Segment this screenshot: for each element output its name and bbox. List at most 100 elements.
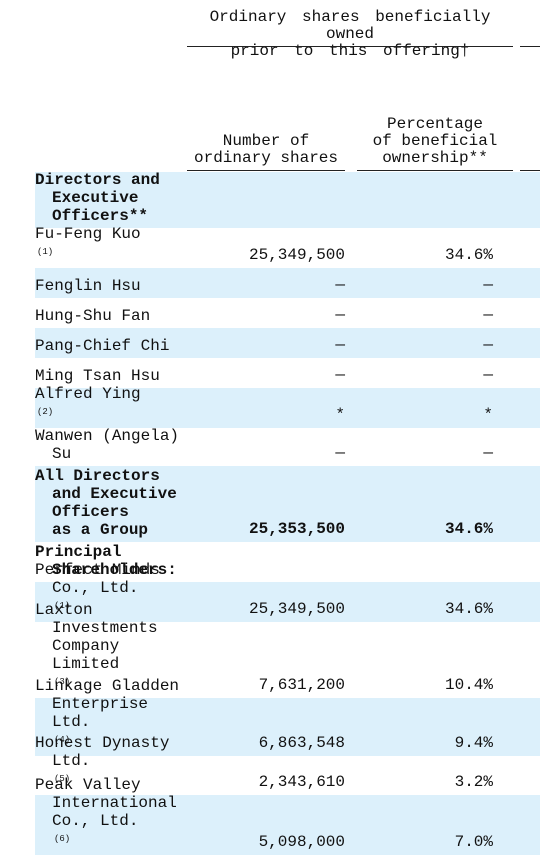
shares-cell: *	[335, 406, 345, 424]
footnote-ref: (4)	[54, 735, 71, 745]
label-line: Directors and	[35, 171, 195, 189]
label-text: as a Group	[52, 521, 149, 539]
footnote-ref: (2)	[37, 407, 54, 417]
label-text: All Directors	[35, 467, 160, 485]
label-line: Company	[35, 637, 195, 655]
label-line: Executive	[35, 189, 195, 207]
label-line: Perfect Minds	[35, 561, 195, 579]
label-line: as a Group	[35, 521, 195, 539]
label-line: Alfred Ying (2)	[35, 385, 195, 425]
row-label: Linkage Gladden Enterprise Ltd. (4)	[35, 677, 195, 753]
row-label: Directors and Executive Officers**	[35, 171, 195, 225]
label-line: Investments	[35, 619, 195, 637]
label-text: Peak Valley	[35, 776, 141, 794]
percent-cell: *	[483, 406, 493, 424]
column-header: Number of ordinary shares	[187, 133, 345, 167]
label-line: Enterprise	[35, 695, 195, 713]
shares-cell: 7,631,200	[258, 676, 345, 694]
shares-cell: 5,098,000	[258, 833, 345, 851]
label-line: Su	[35, 445, 195, 463]
label-text: Ltd.	[52, 713, 91, 731]
table-row: Pang-Chief Chi — —	[35, 328, 540, 358]
shares-cell: 2,343,610	[258, 773, 345, 791]
group-header: Ordinary shares beneficially owned prior…	[187, 9, 513, 60]
table-row: Alfred Ying (2) * *	[35, 385, 540, 428]
label-text: Perfect Minds	[35, 561, 160, 579]
label-line: Peak Valley	[35, 776, 195, 794]
label-text: Honest Dynasty	[35, 734, 170, 752]
label-line: All Directors	[35, 467, 195, 485]
shares-cell: —	[335, 366, 345, 384]
label-text: Executive	[52, 189, 139, 207]
label-line: Ltd. (5)	[35, 752, 195, 792]
label-text: Fenglin Hsu	[35, 277, 141, 295]
table-row: Honest Dynasty Ltd. (5) 2,343,610 3.2%	[35, 734, 540, 795]
table-row: Principal Shareholders:	[35, 542, 540, 582]
shares-cell: —	[335, 276, 345, 294]
label-text: and Executive	[52, 485, 177, 503]
label-line: Shareholders:	[35, 561, 195, 579]
label-text: Investments	[52, 619, 158, 637]
shares-cell: 25,349,500	[248, 246, 345, 264]
label-text: Principal	[35, 543, 122, 561]
label-line: Principal	[35, 543, 195, 561]
row-label: Alfred Ying (2)	[35, 385, 195, 425]
label-line: Co., Ltd. (1)	[35, 579, 195, 619]
table-row: All Directors and Executive Officers as a G…	[35, 466, 540, 542]
label-text: Hung-Shu Fan	[35, 307, 151, 325]
footnote-ref: (6)	[54, 834, 71, 844]
label-line: Ltd. (4)	[35, 713, 195, 753]
header-line: Ordinary shares beneficially owned	[209, 8, 491, 43]
label-line: Co., Ltd. (6)	[35, 812, 195, 852]
footnote-ref: (3)	[54, 677, 71, 687]
table-row: Linkage Gladden Enterprise Ltd. (4) 6,863,54…	[35, 677, 540, 756]
label-line: Ming Tsan Hsu	[35, 367, 195, 385]
percent-cell: —	[483, 444, 493, 462]
percent-cell: 34.6%	[444, 520, 493, 538]
row-label: Laxton Investments Company Limited (3)	[35, 601, 195, 695]
table-row: Ming Tsan Hsu — —	[35, 358, 540, 388]
header-line: Number of	[222, 132, 310, 150]
label-text: Su	[52, 445, 72, 463]
row-label: Fenglin Hsu	[35, 277, 195, 295]
label-text: Officers**	[52, 207, 149, 225]
label-text: Shareholders:	[52, 561, 177, 579]
row-label: Principal Shareholders:	[35, 543, 195, 579]
shares-cell: 25,349,500	[248, 600, 345, 618]
row-label: Honest Dynasty Ltd. (5)	[35, 734, 195, 792]
percent-cell: 7.0%	[454, 833, 493, 851]
label-line: Wanwen (Angela)	[35, 427, 195, 445]
label-text: Limited	[52, 655, 120, 673]
label-line: and Executive	[35, 485, 195, 503]
percent-cell: —	[483, 336, 493, 354]
label-text: Co., Ltd.	[52, 579, 139, 597]
column-header: Percentage of beneficial ownership**	[357, 116, 513, 167]
label-line: Limited (3)	[35, 655, 195, 695]
header-line: ownership**	[382, 149, 488, 167]
label-line: International	[35, 794, 195, 812]
table-row: Hung-Shu Fan — —	[35, 298, 540, 328]
header-line: of beneficial	[372, 132, 498, 150]
label-text: Wanwen (Angela)	[35, 427, 180, 445]
label-text: Officers	[52, 503, 129, 521]
header-line: ordinary shares	[193, 149, 339, 167]
row-label: All Directors and Executive Officers as a G…	[35, 467, 195, 539]
percent-cell: 34.6%	[444, 246, 493, 264]
label-text: Pang-Chief Chi	[35, 337, 170, 355]
label-text: Co., Ltd.	[52, 812, 139, 830]
table-row: Fenglin Hsu — —	[35, 268, 540, 298]
percent-cell: —	[483, 306, 493, 324]
rule	[520, 46, 540, 47]
shares-cell: —	[335, 306, 345, 324]
percent-cell: —	[483, 366, 493, 384]
row-label: Pang-Chief Chi	[35, 337, 195, 355]
label-text: Laxton	[35, 601, 93, 619]
label-text: Ltd.	[52, 752, 91, 770]
rule	[520, 170, 540, 171]
label-line: Fu-Feng Kuo (1)	[35, 225, 195, 265]
row-label: Ming Tsan Hsu	[35, 367, 195, 385]
percent-cell: 10.4%	[444, 676, 493, 694]
row-label: Hung-Shu Fan	[35, 307, 195, 325]
label-text: Enterprise	[52, 695, 149, 713]
